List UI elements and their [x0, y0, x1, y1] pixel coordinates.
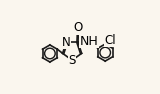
Text: Cl: Cl	[105, 34, 116, 47]
Text: O: O	[74, 21, 83, 34]
Text: NH: NH	[79, 35, 98, 48]
Text: N: N	[62, 36, 71, 49]
Text: S: S	[68, 54, 76, 67]
